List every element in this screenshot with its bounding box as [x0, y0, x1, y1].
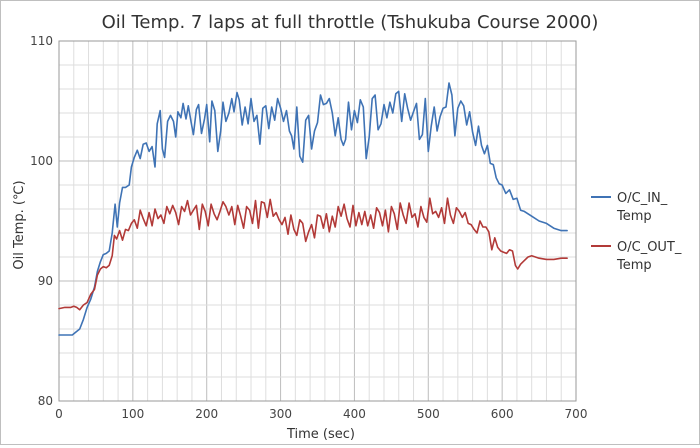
series-line-oc-in-temp [58, 82, 568, 336]
x-tick-label: 700 [565, 407, 588, 421]
legend-label: Temp [616, 258, 652, 273]
x-tick-label: 600 [491, 407, 514, 421]
y-tick-label: 90 [38, 274, 53, 288]
x-tick-label: 0 [55, 407, 63, 421]
chart-title: Oil Temp. 7 laps at full throttle (Tshuk… [102, 12, 599, 33]
x-tick-label: 500 [417, 407, 440, 421]
x-tick-label: 300 [269, 407, 292, 421]
y-tick-label: 80 [38, 394, 53, 408]
y-axis-label: Oil Temp. (℃) [12, 180, 27, 269]
legend-label: O/C_IN_ [617, 191, 668, 206]
x-axis-label: Time (sec) [286, 427, 355, 442]
y-tick-label: 100 [30, 154, 53, 168]
series-line-oc-out-temp [58, 197, 568, 311]
plot-area [58, 40, 577, 402]
x-tick-label: 100 [121, 407, 144, 421]
x-tick-label: 400 [343, 407, 366, 421]
tick-labels: 0 100 200 300 400 500 600 700 80 90 100 110 [30, 34, 587, 421]
series-lines [58, 82, 568, 336]
x-tick-label: 200 [195, 407, 218, 421]
legend-label: Temp [616, 209, 652, 224]
y-tick-label: 110 [30, 34, 53, 48]
legend-label: O/C_OUT_ [617, 240, 682, 255]
legend: O/C_IN_ Temp O/C_OUT_ Temp [591, 191, 682, 273]
